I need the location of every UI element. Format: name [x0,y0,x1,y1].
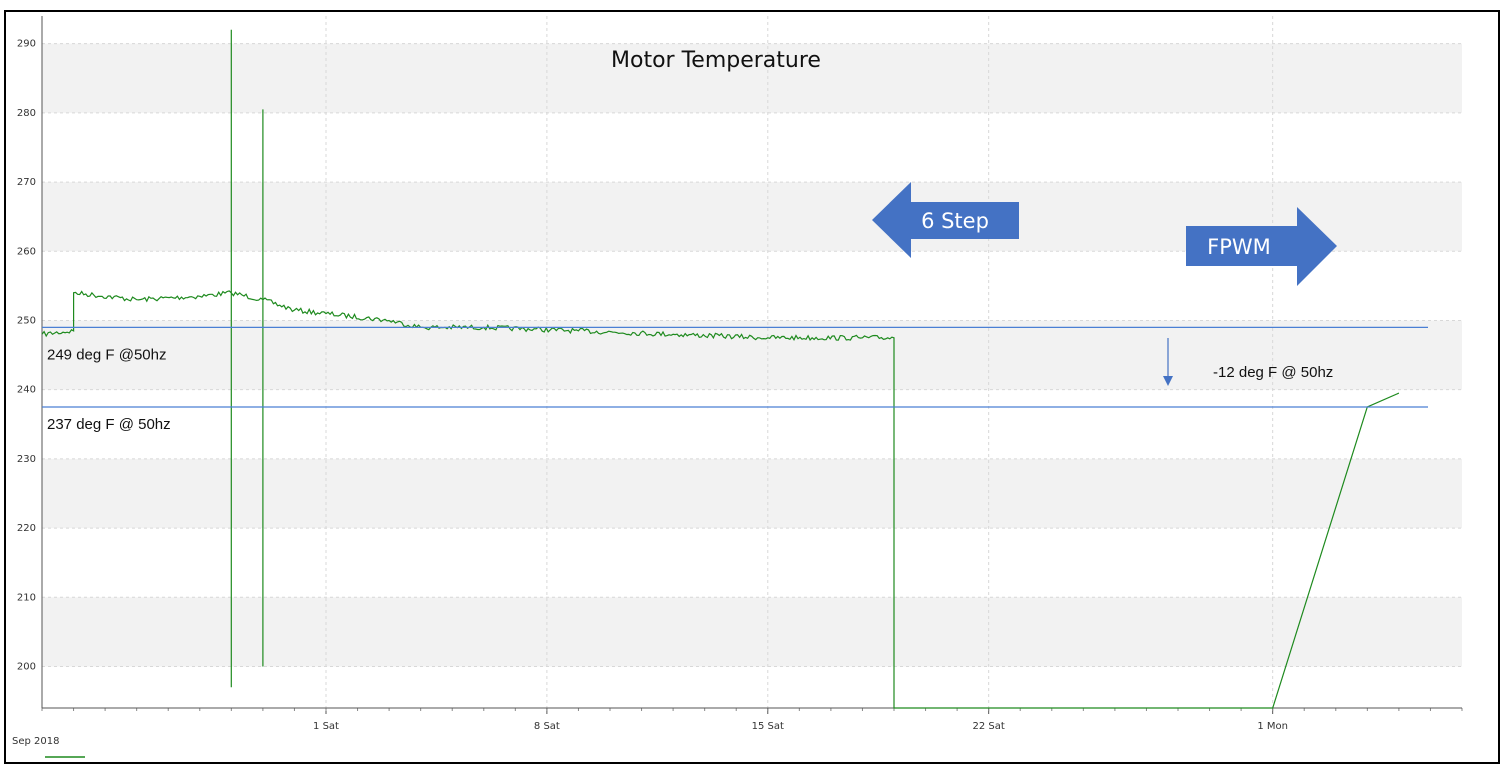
delta-label: -12 deg F @ 50hz [1213,364,1333,381]
background-bands [42,43,1462,667]
y-tick-220: 220 [17,523,36,534]
delta-arrow-head [1163,376,1173,386]
y-tick-200: 200 [17,661,36,672]
x-tick-15-sat: 15 Sat [752,721,784,732]
y-tick-250: 250 [17,315,36,326]
x-tick-22-sat: 22 Sat [973,721,1005,732]
chart-title: Motor Temperature [611,48,821,73]
left-arrow-label: 6 Step [921,209,989,233]
grid-lines [41,16,1463,714]
x-tick-8-sat: 8 Sat [534,721,560,732]
x-range-label: Sep 2018 [12,736,59,747]
band-240 [42,320,1462,390]
y-tick-230: 230 [17,454,36,465]
reference-label-0: 249 deg F @50hz [47,346,166,363]
x-tick-1-mon: 1 Mon [1257,721,1288,732]
y-tick-210: 210 [17,592,36,603]
right-arrow-fpwm [1186,207,1337,286]
x-tick-labels: 1 Sat 8 Sat 15 Sat 22 Sat 1 Mon [313,721,1288,732]
y-tick-240: 240 [17,385,36,396]
right-arrow-label: FPWM [1207,235,1271,259]
annotations: -12 deg F @ 50hz 6 Step FPWM [872,182,1337,386]
band-280 [42,43,1462,113]
y-tick-260: 260 [17,246,36,257]
y-tick-270: 270 [17,177,36,188]
x-tick-1-sat: 1 Sat [313,721,339,732]
left-arrow-6-step [872,182,1019,258]
y-tick-290: 290 [17,39,36,50]
y-tick-labels: 200 210 220 230 240 250 260 270 280 290 [17,39,36,673]
reference-lines: 249 deg F @50hz 237 deg F @ 50hz [42,326,1428,433]
y-tick-280: 280 [17,108,36,119]
band-220 [42,458,1462,529]
band-200 [42,597,1462,667]
reference-label-1: 237 deg F @ 50hz [47,416,171,433]
